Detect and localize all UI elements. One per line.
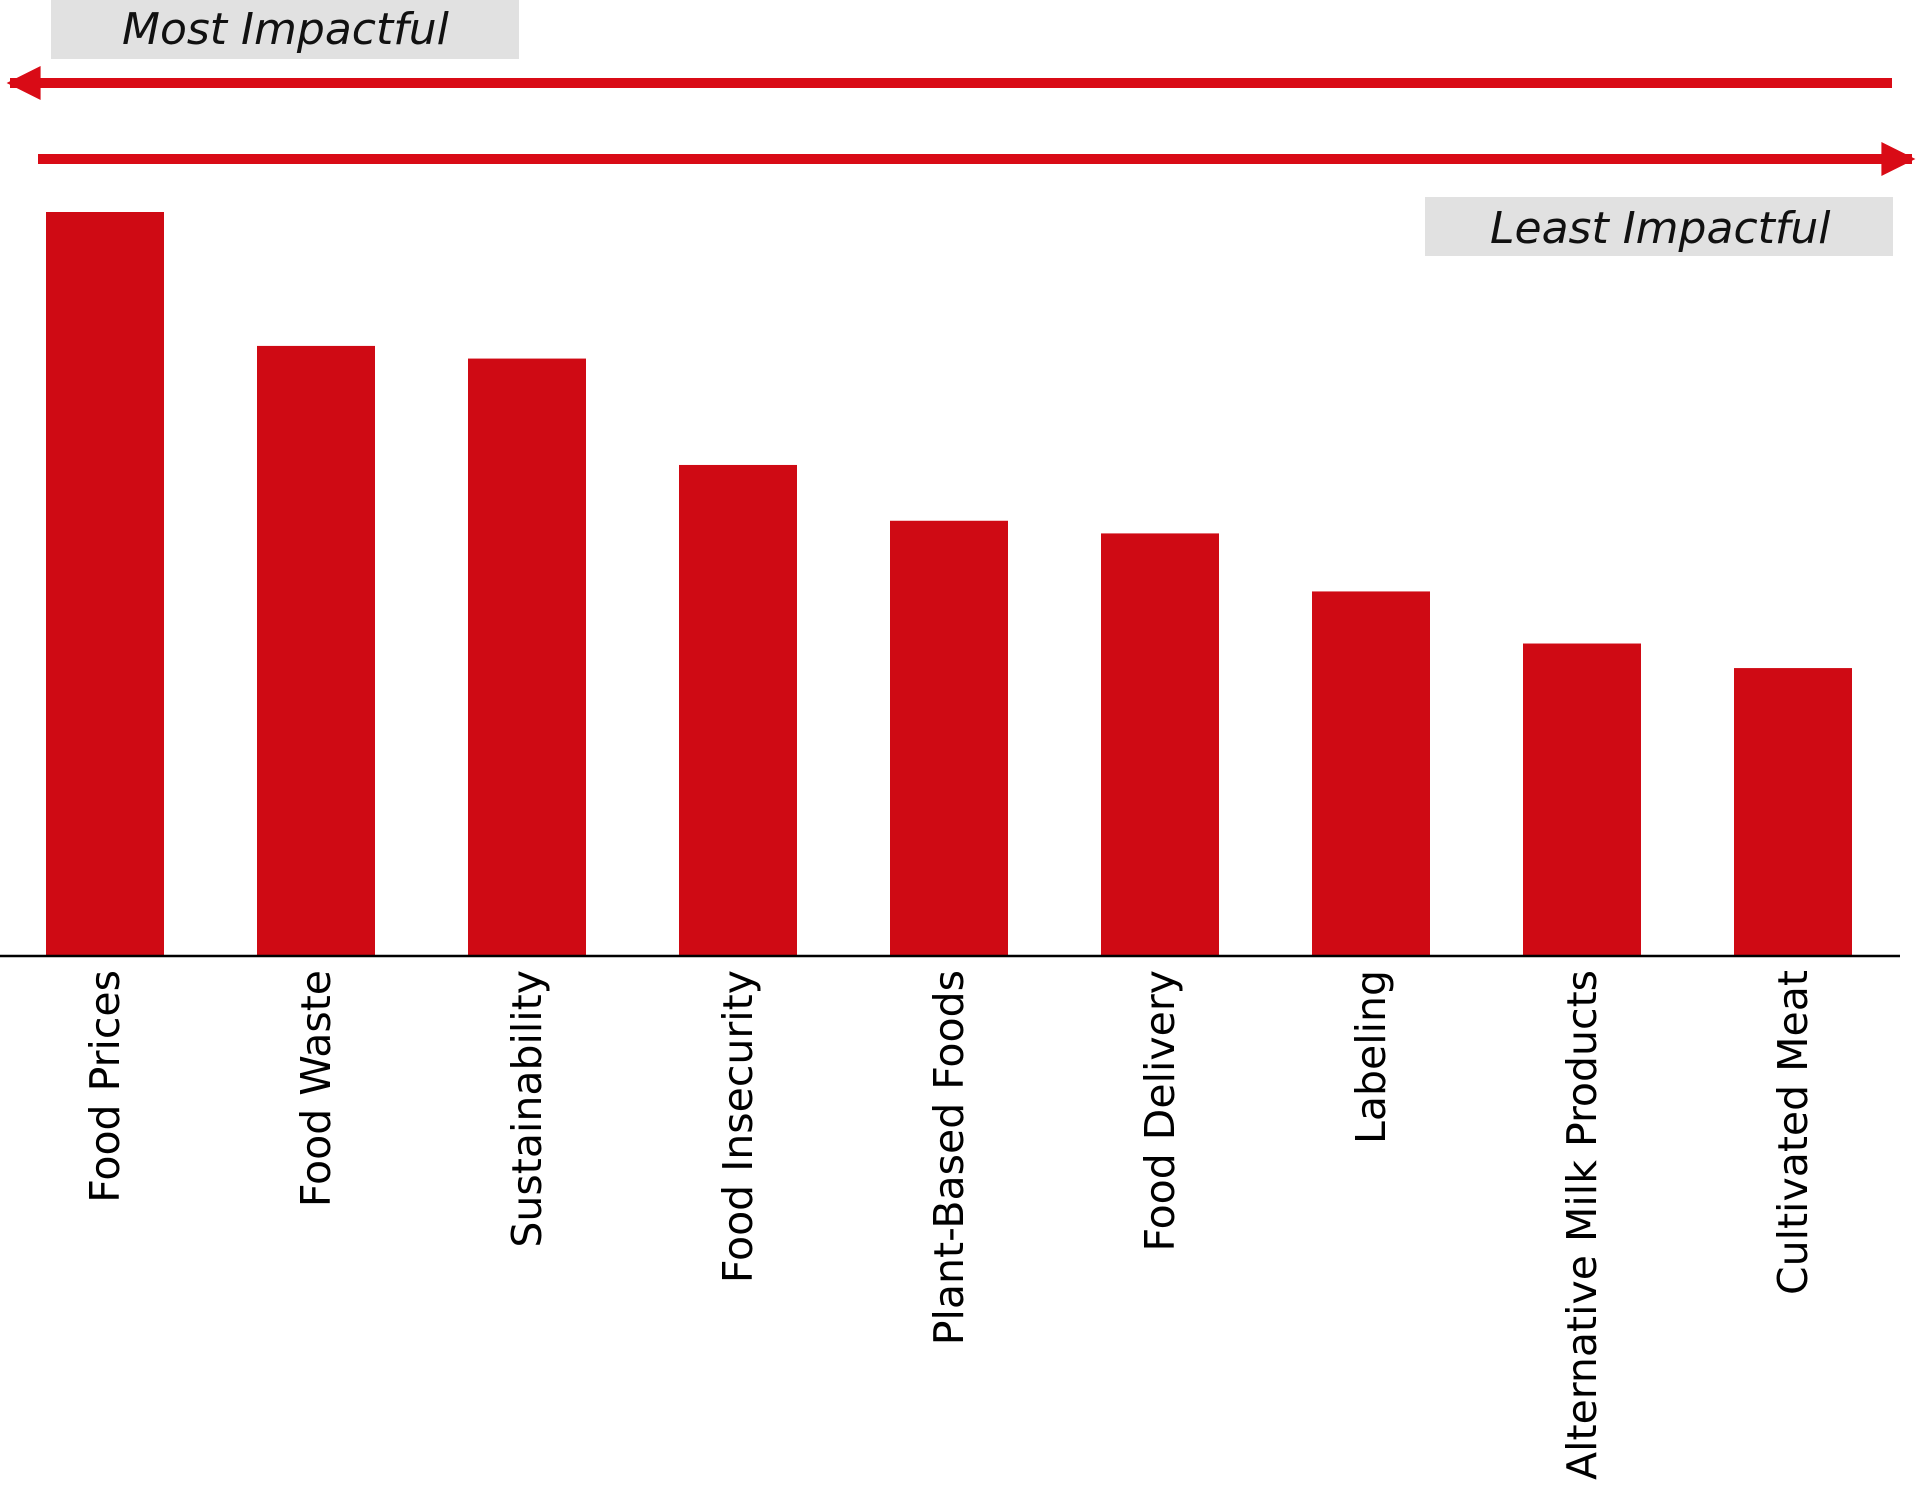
bar-food-prices — [46, 212, 164, 956]
tick-label-cultivated-meat: Cultivated Meat — [1769, 970, 1817, 1295]
bar-labeling — [1312, 591, 1430, 956]
bar-series — [46, 212, 1852, 956]
tick-label-food-waste: Food Waste — [292, 970, 340, 1207]
most-impactful-label: Most Impactful — [122, 4, 450, 55]
bar-cultivated-meat — [1734, 668, 1852, 956]
bar-food-waste — [257, 345, 375, 956]
bar-food-insecurity — [679, 464, 797, 956]
category-labels: Food Prices Food Waste Sustainability Food … — [81, 970, 1817, 1480]
least-impactful-label: Least Impactful — [1490, 203, 1831, 254]
tick-label-food-delivery: Food Delivery — [1136, 970, 1184, 1252]
most-impactful-label-box — [51, 0, 519, 59]
tick-label-food-prices: Food Prices — [81, 970, 129, 1203]
tick-label-plant-based-foods: Plant-Based Foods — [925, 970, 973, 1345]
tick-label-alternative-milk-products: Alternative Milk Products — [1558, 970, 1606, 1480]
tick-label-food-insecurity: Food Insecurity — [714, 970, 762, 1283]
bar-sustainability — [468, 358, 586, 956]
tick-label-labeling: Labeling — [1347, 970, 1395, 1144]
bar-plant-based-foods — [890, 520, 1008, 956]
least-impactful-label-box — [1425, 197, 1893, 256]
bar-alternative-milk-products — [1523, 643, 1641, 956]
tick-label-sustainability: Sustainability — [503, 970, 551, 1248]
bar-food-delivery — [1101, 533, 1219, 956]
